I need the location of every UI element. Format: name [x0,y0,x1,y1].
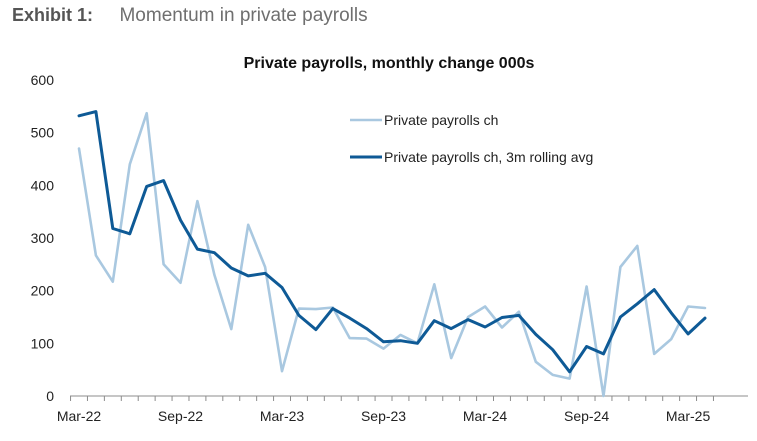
chart-title: Private payrolls, monthly change 000s [244,55,535,72]
legend-label-dark: Private payrolls ch, 3m rolling avg [384,149,593,165]
y-tick-label: 600 [31,72,55,88]
legend: Private payrolls ch Private payrolls ch,… [350,112,593,165]
y-tick-label: 500 [31,125,55,141]
legend-label-light: Private payrolls ch [384,112,498,128]
x-axis-ticks: Mar-22 Sep-22 Mar-23 Sep-23 Mar-24 Sep-24 Mar-… [57,396,714,424]
series-group [77,110,707,398]
exhibit-title: Momentum in private payrolls [119,5,368,26]
x-tick-label: Sep-22 [158,408,203,424]
y-tick-label: 300 [31,230,55,246]
x-tick-label: Mar-25 [666,408,711,424]
y-axis-ticks: 0 100 200 300 400 500 600 [31,72,55,404]
x-tick-label: Mar-24 [463,408,508,424]
x-tick-label: Mar-22 [57,408,102,424]
x-tick-label: Mar-23 [260,408,305,424]
y-tick-label: 400 [31,177,55,193]
x-tick-label: Sep-23 [361,408,406,424]
exhibit-header: Exhibit 1: Momentum in private payrolls [12,5,368,29]
y-tick-label: 100 [31,335,55,351]
series-line-dark [77,110,707,374]
y-tick-label: 0 [46,388,54,404]
y-tick-label: 200 [31,283,55,299]
exhibit-label: Exhibit 1: [12,5,94,25]
x-tick-label: Sep-24 [564,408,609,424]
